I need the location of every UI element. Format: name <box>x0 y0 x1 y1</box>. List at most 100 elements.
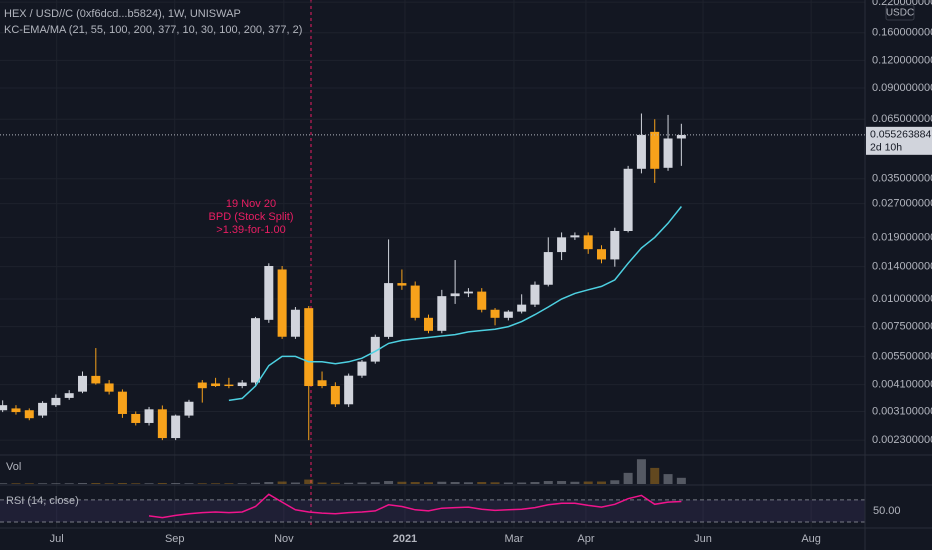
candle-body <box>64 393 74 398</box>
marks <box>0 113 686 519</box>
y-tick-label: 0.0075000000 <box>872 321 932 333</box>
candle-body <box>78 375 88 392</box>
volume-bar <box>131 483 141 484</box>
candle-body <box>357 361 367 376</box>
volume-bar <box>277 481 287 484</box>
volume-bar <box>357 482 367 484</box>
x-tick-label: Nov <box>274 533 294 545</box>
candle-body <box>304 308 314 387</box>
volume-bar <box>583 481 593 484</box>
candle-body <box>11 408 21 413</box>
x-tick-label: 2021 <box>393 533 417 545</box>
x-tick-label: Aug <box>801 533 821 545</box>
volume-bar <box>437 481 447 484</box>
y-tick-label: 0.1200000000 <box>872 54 932 66</box>
y-tick-label: 0.0023000000 <box>872 434 932 446</box>
candle-body <box>650 131 660 169</box>
candle-body <box>144 409 154 423</box>
volume-bar <box>503 482 513 484</box>
volume-bar <box>490 482 500 484</box>
candle-body <box>410 285 420 318</box>
annotation-text: >1.39-for-1.00 <box>216 224 285 236</box>
candle-body <box>0 405 8 411</box>
candle-body <box>503 311 513 318</box>
candle-body <box>663 138 673 168</box>
volume-bar <box>11 483 21 484</box>
last-price-label: 0.0552638847 <box>870 129 932 141</box>
candle-body <box>38 402 48 416</box>
candle-body <box>583 235 593 250</box>
volume-bar <box>450 482 460 484</box>
y-tick-label: 0.2200000000 <box>872 0 932 8</box>
volume-bar <box>237 483 247 484</box>
candle-body <box>224 384 234 387</box>
ema-line <box>228 206 682 402</box>
volume-bar <box>344 482 354 484</box>
volume-bar <box>330 482 340 484</box>
volume-bar <box>0 483 8 484</box>
y-tick-label: 0.0100000000 <box>872 293 932 305</box>
volume-bar <box>650 467 660 484</box>
volume-bar <box>597 481 607 484</box>
volume-bar <box>370 482 380 484</box>
candle-body <box>610 230 620 260</box>
candle-body <box>171 415 181 439</box>
indicator-label: KC-EMA/MA (21, 55, 100, 200, 377, 10, 30… <box>4 24 302 36</box>
volume-bar <box>636 459 646 484</box>
volume-bar <box>570 481 580 484</box>
volume-bar <box>144 483 154 484</box>
volume-bar <box>171 483 181 484</box>
candle-body <box>344 375 354 405</box>
candle-body <box>597 249 607 260</box>
candle-body <box>24 410 34 419</box>
volume-bar <box>24 483 34 484</box>
candle-body <box>676 134 686 139</box>
x-tick-label: Jun <box>694 533 712 545</box>
candle-body <box>370 336 380 362</box>
candle-body <box>437 296 447 331</box>
volume-bar <box>264 482 274 484</box>
volume-bar <box>78 483 88 484</box>
candle-body <box>184 401 194 416</box>
volume-bar <box>317 482 327 484</box>
y-tick-label: 0.0350000000 <box>872 173 932 185</box>
y-tick-label: 0.0270000000 <box>872 198 932 210</box>
volume-bar <box>91 483 101 484</box>
y-tick-label: 0.0140000000 <box>872 261 932 273</box>
volume-bar <box>610 480 620 484</box>
volume-bar <box>184 483 194 484</box>
candle-body <box>157 409 167 439</box>
volume-bar <box>543 481 553 484</box>
volume-bar <box>676 477 686 484</box>
candle-body <box>397 283 407 286</box>
candle-body <box>384 283 394 337</box>
volume-bar <box>623 472 633 484</box>
volume-bar <box>557 481 567 484</box>
y-tick-label: 0.0031000000 <box>872 405 932 417</box>
volume-bar <box>157 483 167 484</box>
rsi-line <box>148 493 682 519</box>
candle-body <box>237 382 247 387</box>
volume-bar <box>663 474 673 484</box>
volume-label: Vol <box>6 461 21 473</box>
candle-body <box>131 413 141 423</box>
volume-bar <box>211 483 221 484</box>
volume-bar <box>477 482 487 484</box>
volume-bar <box>117 483 127 484</box>
candle-body <box>251 318 261 383</box>
volume-bar <box>384 481 394 484</box>
candle-body <box>557 237 567 253</box>
y-tick-label: 0.0650000000 <box>872 113 932 125</box>
rsi-label: RSI (14, close) <box>6 495 79 507</box>
candle-body <box>623 168 633 231</box>
countdown: 2d 10h <box>870 142 902 154</box>
candle-body <box>197 382 207 389</box>
volume-bar <box>197 483 207 484</box>
candle-body <box>570 235 580 238</box>
volume-bar <box>463 482 473 484</box>
volume-bar <box>64 483 74 484</box>
volume-bar <box>38 483 48 484</box>
candle-body <box>51 397 61 406</box>
